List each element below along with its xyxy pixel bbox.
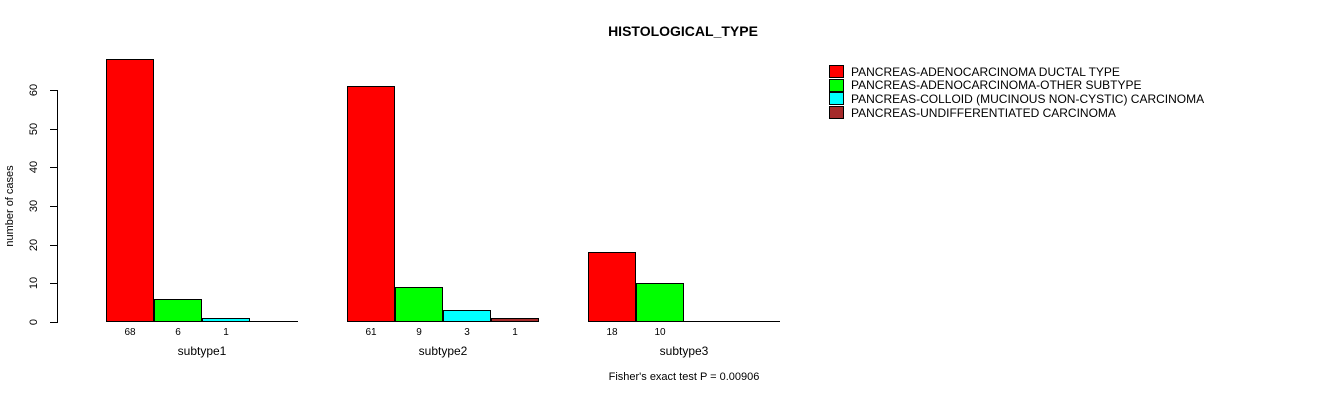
legend-swatch (829, 78, 844, 92)
y-tick-label: 40 (28, 160, 40, 174)
bar (588, 252, 636, 322)
chart-title: HISTOLOGICAL_TYPE (608, 23, 758, 39)
x-category-label: subtype1 (177, 344, 227, 358)
y-tick-label: 0 (28, 318, 40, 326)
bar-value-label: 9 (416, 327, 422, 338)
bar (106, 59, 154, 322)
legend-item: PANCREAS-ADENOCARCINOMA-OTHER SUBTYPE (829, 78, 1142, 93)
bar (154, 299, 202, 322)
y-axis-line (57, 90, 58, 323)
legend-label: PANCREAS-ADENOCARCINOMA DUCTAL TYPE (851, 64, 1120, 79)
y-tick-label: 10 (28, 276, 40, 290)
y-axis-tick (50, 283, 57, 284)
y-axis-tick (50, 167, 57, 168)
legend-label: PANCREAS-UNDIFFERENTIATED CARCINOMA (851, 105, 1116, 120)
y-axis-tick (50, 245, 57, 246)
bar-value-label: 1 (512, 327, 518, 338)
legend-swatch (829, 92, 844, 106)
legend-item: PANCREAS-ADENOCARCINOMA DUCTAL TYPE (829, 64, 1120, 79)
bar-value-label: 6 (175, 327, 181, 338)
legend-label: PANCREAS-COLLOID (MUCINOUS NON-CYSTIC) C… (851, 91, 1205, 106)
bar-value-label: 61 (365, 327, 377, 338)
legend-swatch (829, 106, 844, 120)
bar (202, 318, 250, 322)
legend-item: PANCREAS-COLLOID (MUCINOUS NON-CYSTIC) C… (829, 91, 1205, 106)
x-category-label: subtype3 (659, 344, 709, 358)
stat-annotation: Fisher's exact test P = 0.00906 (608, 371, 760, 383)
y-tick-label: 20 (28, 238, 40, 252)
y-tick-label: 60 (28, 83, 40, 97)
bar-value-label: 10 (654, 327, 666, 338)
bar (636, 283, 684, 322)
legend-label: PANCREAS-ADENOCARCINOMA-OTHER SUBTYPE (851, 78, 1142, 93)
bar-value-label: 1 (223, 327, 229, 338)
y-axis-tick (50, 90, 57, 91)
y-axis-tick (50, 322, 57, 323)
bar (491, 318, 539, 322)
legend-item: PANCREAS-UNDIFFERENTIATED CARCINOMA (829, 105, 1116, 120)
bar-value-label: 3 (464, 327, 470, 338)
bar-value-label: 68 (124, 327, 136, 338)
group-baseline (588, 321, 780, 322)
x-category-label: subtype2 (418, 344, 468, 358)
bar (395, 287, 443, 322)
legend: PANCREAS-ADENOCARCINOMA DUCTAL TYPE PANCR… (829, 65, 1249, 125)
legend-swatch (829, 65, 844, 78)
bar (347, 86, 395, 322)
y-axis-tick (50, 129, 57, 130)
y-axis-tick (50, 206, 57, 207)
bar (443, 310, 491, 322)
bar-value-label: 18 (606, 327, 618, 338)
y-tick-label: 50 (28, 122, 40, 136)
y-tick-label: 30 (28, 199, 40, 213)
